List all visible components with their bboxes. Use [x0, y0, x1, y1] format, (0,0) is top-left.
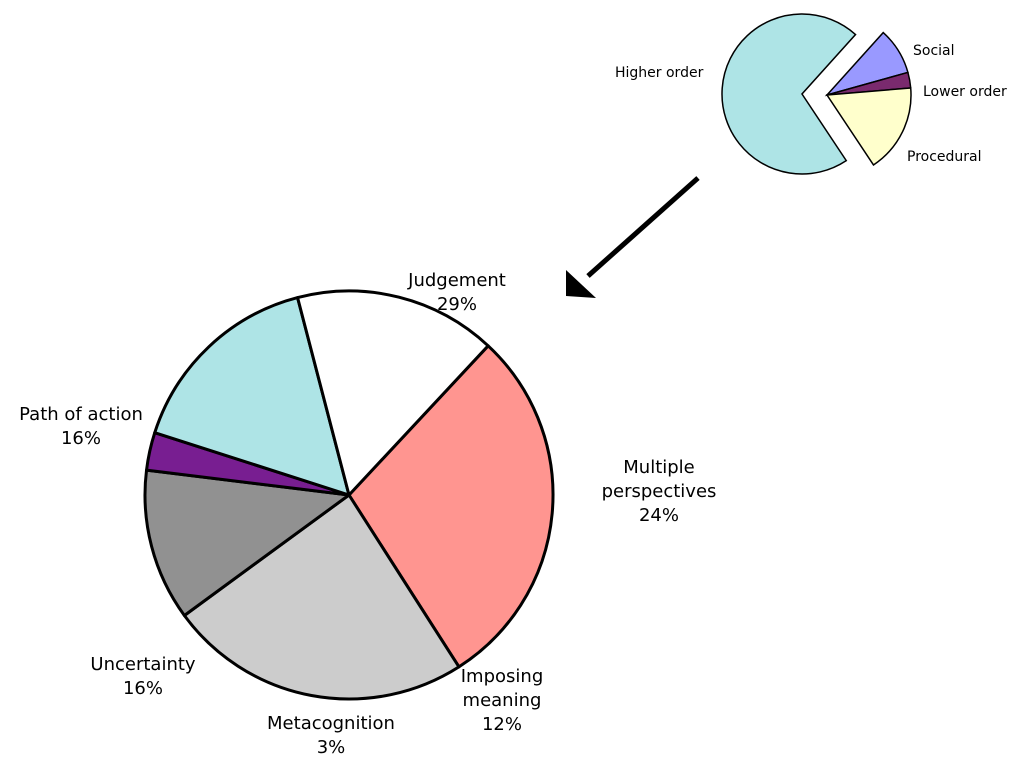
big-pie-label-imposing-meaning: Imposing meaning 12%	[461, 666, 544, 735]
big-pie-label-line: Multiple	[623, 457, 695, 478]
small-pie-label-procedural: Procedural	[907, 149, 982, 165]
big-pie-label-line: perspectives	[602, 481, 717, 502]
big-pie-percent-uncertainty: 16%	[123, 678, 163, 699]
big-pie-slice-judgement	[347, 344, 555, 669]
drill-down-arrow	[566, 176, 700, 298]
big-pie-slice-uncertainty	[153, 296, 351, 497]
big-pie-slice-multiple-perspectives	[182, 493, 461, 701]
big-pie-slice-path-of-action	[296, 289, 490, 497]
big-pie-percent-judgement: 29%	[437, 294, 477, 315]
small-pie-label-higher-order: Higher order	[615, 65, 704, 81]
big-pie-label-line: Path of action	[19, 404, 143, 425]
small-pie-slice-higher-order	[721, 13, 857, 175]
big-pie-percent-multiple-perspectives: 24%	[639, 505, 679, 526]
big-pie-label-metacognition: Metacognition 3%	[267, 713, 395, 758]
big-pie-chart: Judgement 29% Multiple perspectives 24% Impos…	[19, 270, 716, 758]
big-pie-percent-metacognition: 3%	[317, 737, 346, 758]
big-pie-label-line: Imposing	[461, 666, 544, 687]
big-pie-slice-imposing-meaning	[143, 468, 351, 617]
small-pie-label-social: Social	[913, 43, 955, 59]
small-pie-slice-procedural	[825, 87, 912, 167]
arrow-shaft	[586, 176, 700, 278]
big-pie-label-line: Metacognition	[267, 713, 395, 734]
big-pie-label-multiple-perspectives: Multiple perspectives 24%	[602, 457, 717, 526]
big-pie-label-line: Judgement	[407, 270, 506, 291]
big-pie-percent-path-of-action: 16%	[61, 428, 101, 449]
small-pie-chart: Higher order Social Lower order Procedural	[615, 13, 1007, 175]
big-pie-label-uncertainty: Uncertainty 16%	[90, 654, 196, 699]
small-pie-label-lower-order: Lower order	[923, 84, 1007, 100]
arrow-head-icon	[566, 270, 596, 298]
big-pie-label-path-of-action: Path of action 16%	[19, 404, 143, 449]
big-pie-percent-imposing-meaning: 12%	[482, 714, 522, 735]
big-pie-label-judgement: Judgement 29%	[407, 270, 506, 315]
big-pie-label-line: meaning	[463, 690, 542, 711]
big-pie-label-line: Uncertainty	[90, 654, 196, 675]
